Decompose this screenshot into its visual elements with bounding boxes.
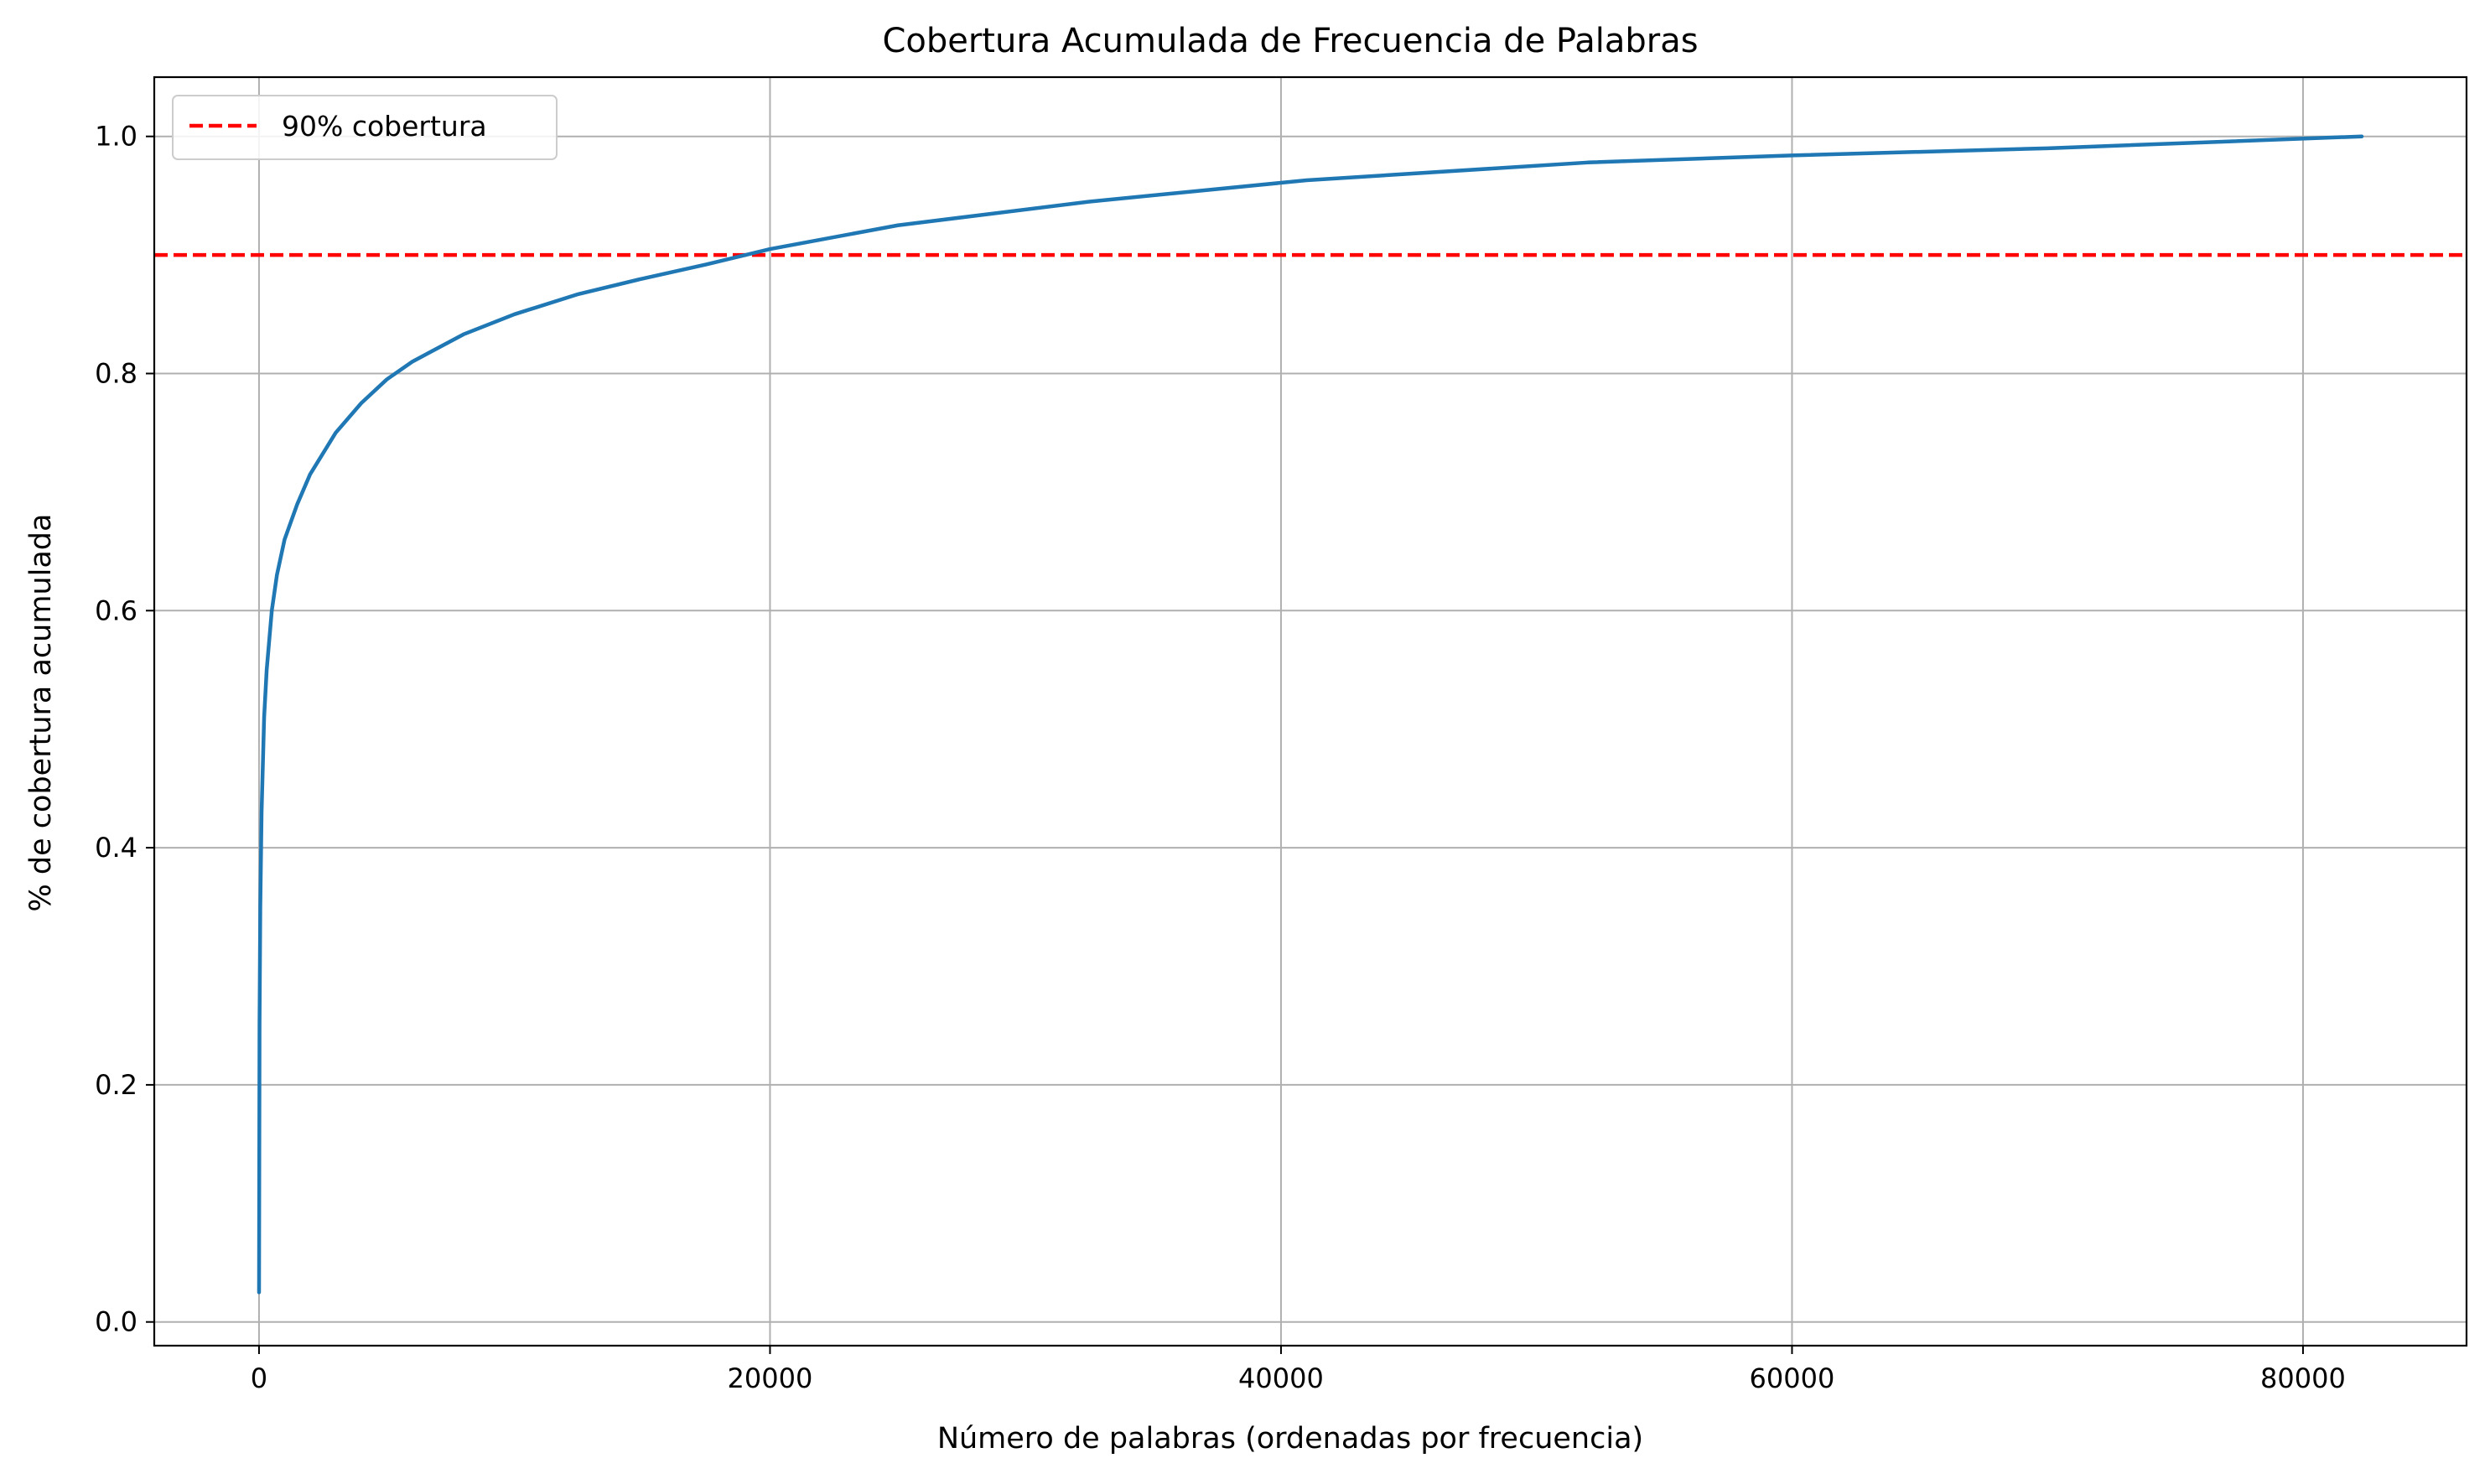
- x-tick-label: 80000: [2260, 1362, 2346, 1394]
- legend-label: 90% cobertura: [282, 110, 487, 143]
- series-layer: [257, 134, 2364, 1295]
- plot-area-frame: [153, 75, 2468, 1347]
- y-tick-label: 0.6: [95, 594, 137, 626]
- x-tick-label: 40000: [1238, 1362, 1324, 1394]
- x-tick-label: 20000: [728, 1362, 813, 1394]
- chart-title: Cobertura Acumulada de Frecuencia de Pal…: [882, 22, 1698, 60]
- x-tick-label: 60000: [1750, 1362, 1835, 1394]
- y-tick-label: 0.0: [95, 1306, 137, 1338]
- x-axis-ticks: 0 20000 40000 60000 80000: [251, 1346, 2346, 1394]
- legend: 90% cobertura: [172, 95, 558, 160]
- y-tick-label: 0.2: [95, 1069, 137, 1101]
- grid: [154, 77, 2467, 1346]
- y-axis-ticks: 0.0 0.2 0.4 0.6 0.8 1.0: [95, 121, 154, 1338]
- x-tick-label: 0: [251, 1362, 267, 1394]
- y-axis-label: % de cobertura acumulada: [24, 514, 58, 912]
- y-tick-label: 1.0: [95, 121, 137, 153]
- x-axis-label: Número de palabras (ordenadas por frecue…: [937, 1422, 1643, 1455]
- y-tick-label: 0.8: [95, 358, 137, 390]
- y-tick-label: 0.4: [95, 832, 137, 864]
- coverage-curve: [257, 134, 2364, 1295]
- legend-box: [172, 95, 558, 160]
